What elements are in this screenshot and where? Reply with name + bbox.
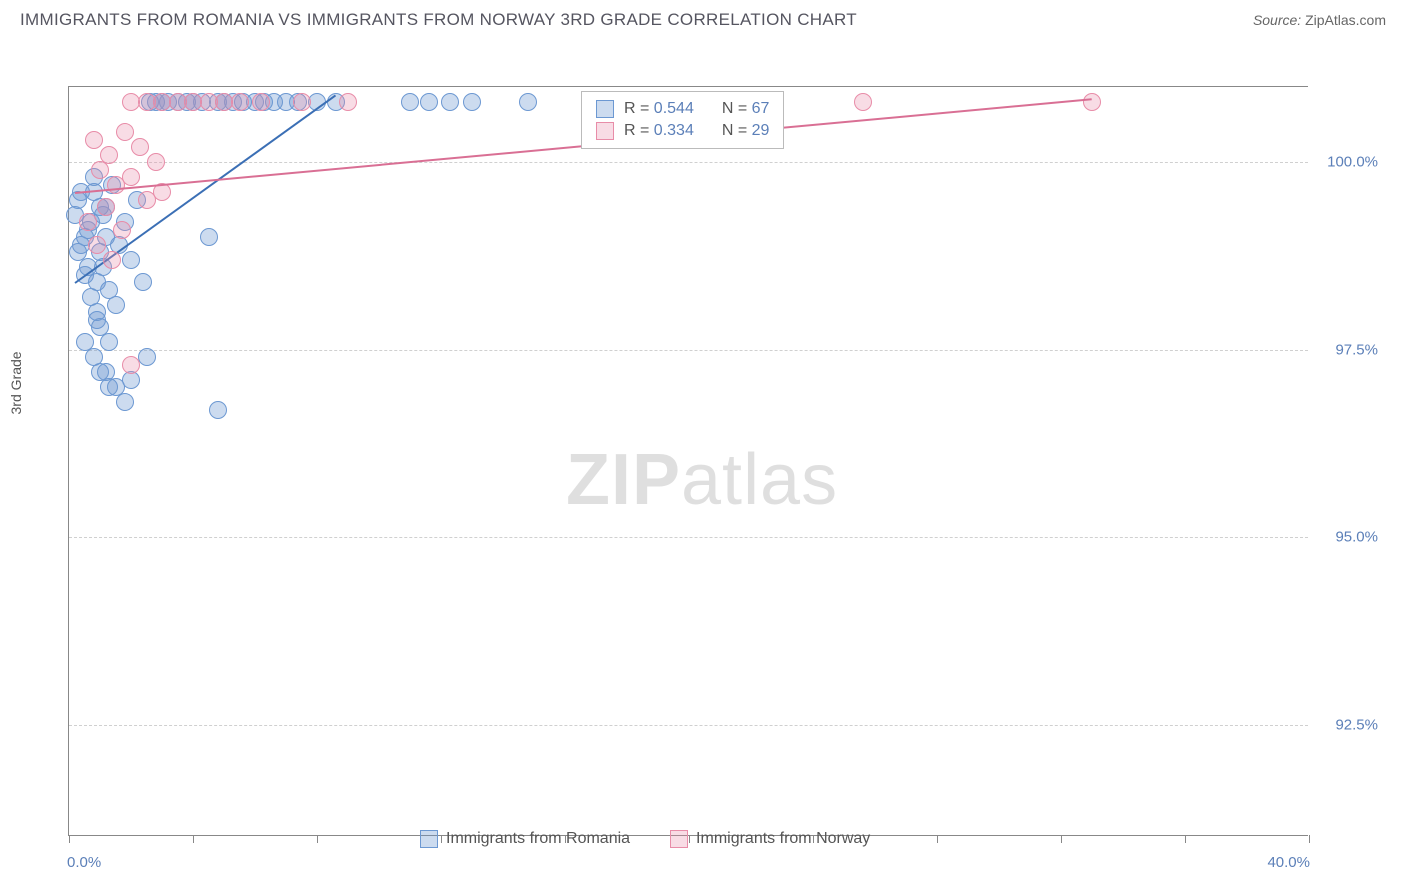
- legend-row: R = 0.334 N = 29: [596, 120, 769, 142]
- data-point-pink: [122, 168, 140, 186]
- data-point-blue: [122, 251, 140, 269]
- data-point-blue: [138, 348, 156, 366]
- legend-label: Immigrants from Norway: [696, 830, 870, 848]
- data-point-blue: [88, 311, 106, 329]
- y-tick-label: 97.5%: [1318, 341, 1378, 358]
- x-max-label: 40.0%: [1267, 854, 1310, 871]
- y-tick-label: 92.5%: [1318, 716, 1378, 733]
- data-point-pink: [97, 198, 115, 216]
- data-point-blue: [134, 273, 152, 291]
- data-point-blue: [441, 93, 459, 111]
- data-point-pink: [131, 138, 149, 156]
- data-point-blue: [88, 273, 106, 291]
- legend-row: R = 0.544 N = 67: [596, 98, 769, 120]
- data-point-pink: [85, 131, 103, 149]
- legend-swatch: [596, 100, 614, 118]
- data-point-pink: [100, 146, 118, 164]
- data-point-blue: [463, 93, 481, 111]
- data-point-blue: [200, 228, 218, 246]
- gridline: [69, 725, 1308, 726]
- data-point-pink: [339, 93, 357, 111]
- x-tick: [1061, 835, 1062, 843]
- data-point-pink: [854, 93, 872, 111]
- data-point-blue: [519, 93, 537, 111]
- source-label: Source:: [1253, 12, 1301, 28]
- data-point-blue: [107, 296, 125, 314]
- y-tick-label: 100.0%: [1318, 154, 1378, 171]
- legend-n: N = 67: [722, 100, 770, 118]
- data-point-pink: [231, 93, 249, 111]
- x-tick: [69, 835, 70, 843]
- x-tick: [937, 835, 938, 843]
- legend-item-romania: Immigrants from Romania: [420, 830, 630, 848]
- data-point-pink: [79, 213, 97, 231]
- data-point-blue: [401, 93, 419, 111]
- watermark: ZIPatlas: [566, 439, 838, 521]
- legend-label: Immigrants from Romania: [446, 830, 630, 848]
- y-tick-label: 95.0%: [1318, 529, 1378, 546]
- data-point-blue: [116, 393, 134, 411]
- legend-swatch: [420, 830, 438, 848]
- gridline: [69, 162, 1308, 163]
- legend-swatch: [596, 122, 614, 140]
- scatter-plot-area: 100.0%97.5%95.0%92.5%0.0%40.0%ZIPatlasR …: [68, 86, 1308, 836]
- x-min-label: 0.0%: [67, 854, 101, 871]
- data-point-pink: [122, 356, 140, 374]
- y-axis-label: 3rd Grade: [8, 351, 24, 414]
- data-point-pink: [293, 93, 311, 111]
- data-point-blue: [100, 333, 118, 351]
- data-point-pink: [116, 123, 134, 141]
- source-value: ZipAtlas.com: [1305, 12, 1386, 28]
- data-point-pink: [113, 221, 131, 239]
- data-point-blue: [100, 378, 118, 396]
- x-tick: [1185, 835, 1186, 843]
- source-attribution: Source: ZipAtlas.com: [1253, 12, 1386, 28]
- legend-n: N = 29: [722, 122, 770, 140]
- data-point-pink: [88, 236, 106, 254]
- data-point-pink: [147, 153, 165, 171]
- data-point-blue: [420, 93, 438, 111]
- correlation-legend: R = 0.544 N = 67 R = 0.334 N = 29: [581, 91, 784, 149]
- legend-swatch: [670, 830, 688, 848]
- gridline: [69, 537, 1308, 538]
- legend-r: R = 0.544: [624, 100, 694, 118]
- x-tick: [193, 835, 194, 843]
- data-point-pink: [252, 93, 270, 111]
- data-point-blue: [209, 401, 227, 419]
- x-tick: [1309, 835, 1310, 843]
- legend-item-norway: Immigrants from Norway: [670, 830, 870, 848]
- chart-title: IMMIGRANTS FROM ROMANIA VS IMMIGRANTS FR…: [20, 10, 857, 30]
- legend-r: R = 0.334: [624, 122, 694, 140]
- data-point-pink: [1083, 93, 1101, 111]
- series-legend: Immigrants from Romania Immigrants from N…: [420, 830, 870, 848]
- data-point-pink: [103, 251, 121, 269]
- gridline: [69, 350, 1308, 351]
- x-tick: [317, 835, 318, 843]
